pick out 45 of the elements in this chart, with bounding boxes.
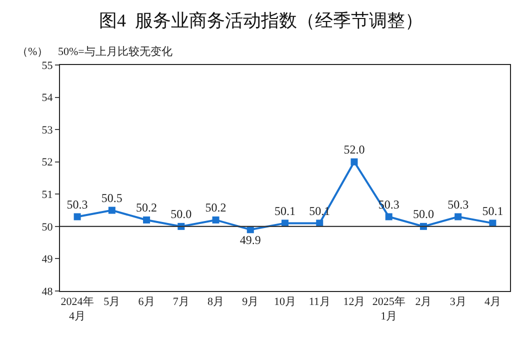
x-tick-label: 9月 <box>242 296 259 308</box>
x-tick-label: 11月 <box>308 296 330 308</box>
x-tick-label: 2月 <box>415 296 432 308</box>
data-label: 50.3 <box>66 197 88 212</box>
data-label: 50.0 <box>412 207 434 222</box>
x-tick-label: 2025年 1月 <box>372 296 406 322</box>
x-tick-label: 10月 <box>274 296 296 308</box>
y-tick-label: 50 <box>42 221 54 234</box>
x-tick-label: 4月 <box>484 296 501 308</box>
y-tick-label: 52 <box>42 156 53 169</box>
point <box>282 220 288 227</box>
y-tick-label: 49 <box>42 254 54 266</box>
x-tick-label: 12月 <box>343 296 366 308</box>
point <box>143 216 150 224</box>
y-axis-title: （%） <box>17 46 48 58</box>
data-label: 50.0 <box>170 207 192 222</box>
y-tick-label: 48 <box>42 286 54 298</box>
x-tick-label: 5月 <box>104 296 120 308</box>
text: 50%=与上月比较无变化 <box>58 45 172 58</box>
x-tick-label: 8月 <box>208 296 224 308</box>
x-tick-label: 6月 <box>138 296 155 308</box>
point <box>316 220 324 227</box>
x-tick-label: 2024年 4月 <box>60 296 94 322</box>
point <box>489 220 496 227</box>
y-tick-label: 53 <box>42 124 54 136</box>
point <box>350 158 358 166</box>
point <box>212 216 220 224</box>
data-label: 50.3 <box>448 197 469 212</box>
data-label: 50.5 <box>101 190 122 205</box>
x-tick-label: 3月 <box>450 296 466 308</box>
y-tick-label: 54 <box>42 92 54 104</box>
point <box>385 213 392 220</box>
data-label: 50.1 <box>274 204 296 218</box>
data-label: 49.9 <box>240 233 261 248</box>
data-label: 52.0 <box>344 142 365 156</box>
x-tick-label: 7月 <box>172 296 190 308</box>
y-tick-label: 51 <box>42 188 53 201</box>
point <box>108 206 116 214</box>
chart-title: 图4 服务业商务活动指数（经季节调整） <box>99 10 423 31</box>
data-label: 50.2 <box>136 200 158 215</box>
data-label: 50.2 <box>205 200 226 215</box>
y-tick-label: 55 <box>42 60 54 72</box>
point <box>454 213 462 220</box>
point <box>74 213 81 220</box>
data-label: 50.1 <box>482 204 504 218</box>
